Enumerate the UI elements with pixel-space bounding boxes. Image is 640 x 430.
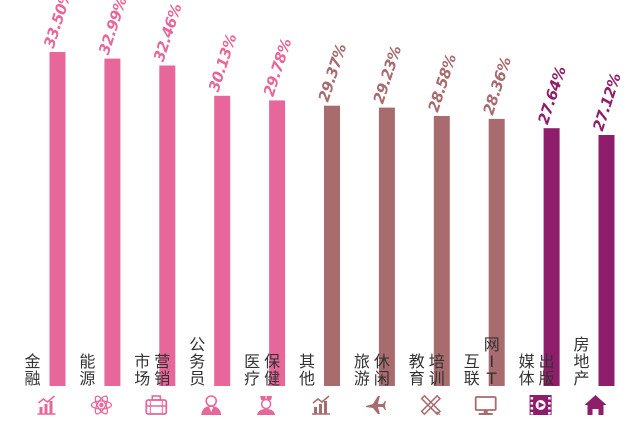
data-label: 28.36% — [479, 55, 515, 118]
data-label: 30.13% — [205, 31, 241, 94]
category-label: 互联 — [464, 352, 480, 388]
data-label: 32.46% — [150, 1, 186, 64]
category-label: 金融 — [24, 352, 40, 388]
bar — [49, 52, 66, 386]
atom-icon — [90, 395, 113, 415]
category-label: 媒体 — [519, 352, 535, 388]
category-label: 出版 — [539, 352, 555, 388]
data-label: 27.12% — [589, 71, 625, 134]
category-label: 房地产 — [573, 335, 589, 388]
bar — [159, 65, 176, 386]
category-label: 其他 — [299, 352, 315, 388]
pencil-ruler-icon — [420, 394, 442, 416]
bar — [433, 116, 450, 386]
category-label: 休闲 — [374, 352, 390, 388]
bar — [598, 135, 615, 386]
house-icon — [584, 395, 607, 415]
bar — [543, 128, 560, 386]
data-label: 27.64% — [534, 64, 570, 127]
person-icon — [201, 395, 222, 415]
data-label: 29.23% — [370, 43, 406, 106]
data-label: 33.50% — [40, 0, 76, 50]
bar — [378, 107, 395, 386]
computer-icon — [474, 396, 497, 415]
chart-icon — [312, 395, 330, 415]
data-label: 29.37% — [315, 41, 351, 104]
bar — [214, 95, 231, 387]
briefcase-icon — [145, 395, 168, 415]
category-label: 市场 — [134, 352, 150, 388]
category-label: 营销 — [154, 352, 170, 388]
bar — [104, 58, 121, 386]
category-label: 公务员 — [189, 335, 205, 388]
nurse-icon — [257, 396, 276, 415]
category-label: 医疗 — [244, 352, 260, 388]
data-label: 29.78% — [260, 36, 296, 99]
category-label: 培训 — [429, 352, 445, 388]
chart-icon — [37, 395, 56, 415]
category-label: 保健 — [264, 352, 280, 388]
category-label: 教育 — [409, 352, 425, 388]
airplane-icon — [365, 396, 386, 414]
data-label: 32.99% — [95, 0, 131, 57]
bar — [324, 105, 340, 386]
category-label: 能源 — [79, 352, 95, 388]
film-icon — [529, 395, 552, 415]
bar — [488, 118, 505, 387]
data-label: 28.58% — [424, 52, 460, 115]
bar — [269, 100, 286, 387]
category-label: 旅游 — [354, 352, 370, 388]
